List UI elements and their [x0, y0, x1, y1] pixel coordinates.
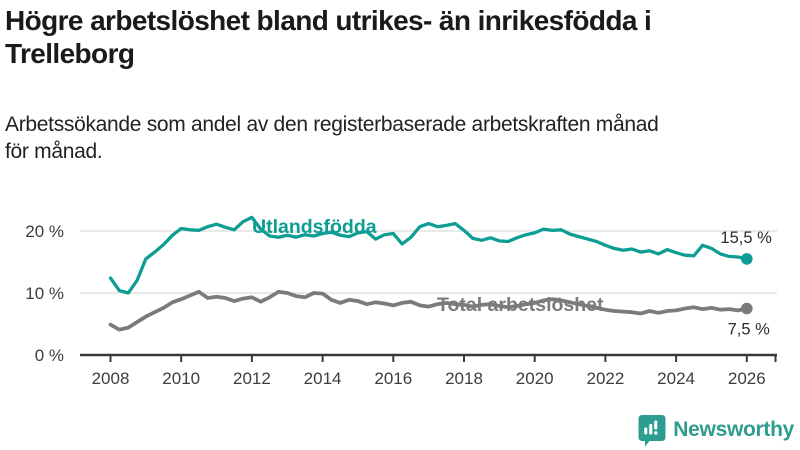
bar-chart-icon [644, 420, 658, 435]
subtitle-line-2: för månad. [5, 140, 103, 164]
title-line-1: Högre arbetslöshet bland utrikes- än inr… [5, 5, 652, 36]
x-tick-label: 2010 [162, 369, 200, 388]
x-tick-label: 2018 [445, 369, 483, 388]
x-tick-label: 2022 [586, 369, 624, 388]
x-tick-label: 2014 [304, 369, 342, 388]
series-label-utlandsfodda: Utlandsfödda [252, 216, 377, 238]
subtitle-line-1: Arbetssökande som andel av den registerb… [5, 113, 659, 137]
chart-header: Högre arbetslöshet bland utrikes- än inr… [5, 4, 797, 166]
x-tick-label: 2008 [92, 369, 130, 388]
end-dot-utlandsfodda [741, 253, 753, 265]
newsworthy-logo-text: Newsworthy [673, 418, 794, 441]
x-tick-label: 2020 [516, 369, 554, 388]
y-tick-label: 20 % [25, 222, 64, 241]
newsworthy-logo[interactable]: Newsworthy [638, 412, 794, 448]
end-value-label-utlandsfodda: 15,5 % [720, 229, 772, 247]
series-line-utlandsfodda [108, 215, 749, 295]
chart-title: Högre arbetslöshet bland utrikes- än inr… [5, 4, 797, 70]
chart-subtitle: Arbetssökande som andel av den registerb… [5, 111, 797, 166]
end-dot-total [741, 302, 753, 315]
series-line-total [108, 289, 749, 332]
x-tick-label: 2016 [374, 369, 412, 388]
x-tick-label: 2026 [728, 369, 766, 388]
series-label-total: Total arbetslöshet [437, 294, 604, 316]
title-line-2: Trelleborg [5, 38, 135, 70]
x-tick-label: 2012 [233, 369, 271, 388]
end-value-label-total: 7,5 % [728, 321, 771, 339]
x-tick-label: 2024 [657, 369, 695, 388]
newsworthy-pin-icon [638, 414, 666, 446]
y-tick-label: 0 % [35, 346, 64, 365]
y-tick-label: 10 % [25, 284, 64, 303]
